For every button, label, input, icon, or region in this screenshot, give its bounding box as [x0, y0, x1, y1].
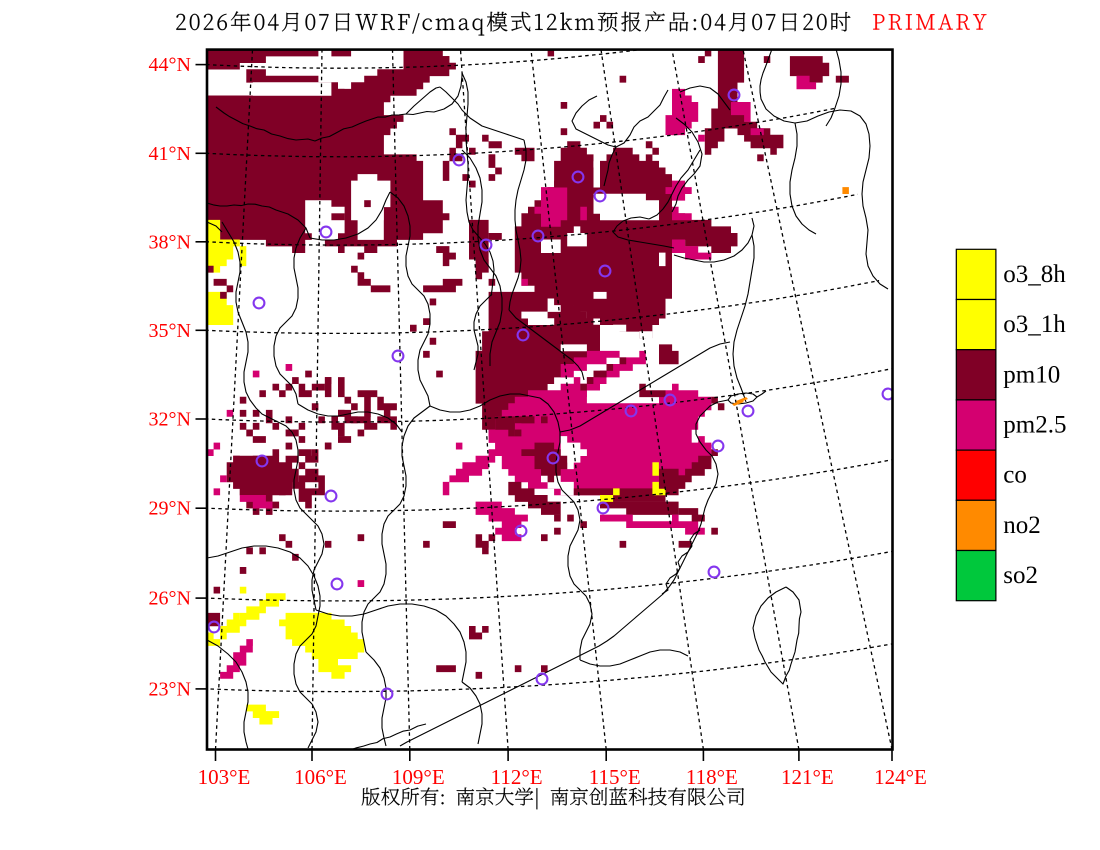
- svg-text:26°N: 26°N: [149, 588, 191, 610]
- svg-text:29°N: 29°N: [149, 498, 191, 520]
- svg-text:co: co: [1003, 462, 1027, 489]
- svg-text:o3_8h: o3_8h: [1003, 261, 1066, 288]
- svg-text:32°N: 32°N: [149, 409, 191, 431]
- svg-text:41°N: 41°N: [149, 143, 191, 165]
- svg-text:no2: no2: [1003, 512, 1041, 539]
- svg-text:118°E: 118°E: [686, 765, 738, 789]
- svg-text:121°E: 121°E: [781, 765, 834, 789]
- svg-text:o3_1h: o3_1h: [1003, 311, 1066, 338]
- svg-text:115°E: 115°E: [589, 765, 641, 789]
- svg-text:38°N: 38°N: [149, 231, 191, 253]
- svg-text:103°E: 103°E: [198, 765, 251, 789]
- svg-text:124°E: 124°E: [874, 765, 927, 789]
- svg-text:23°N: 23°N: [149, 678, 191, 700]
- svg-text:so2: so2: [1003, 562, 1038, 589]
- svg-text:112°E: 112°E: [491, 765, 543, 789]
- svg-text:pm2.5: pm2.5: [1003, 412, 1066, 439]
- svg-text:106°E: 106°E: [294, 765, 347, 789]
- svg-text:pm10: pm10: [1003, 361, 1060, 388]
- svg-text:35°N: 35°N: [149, 320, 191, 342]
- svg-text:44°N: 44°N: [149, 54, 191, 76]
- svg-text:109°E: 109°E: [392, 765, 445, 789]
